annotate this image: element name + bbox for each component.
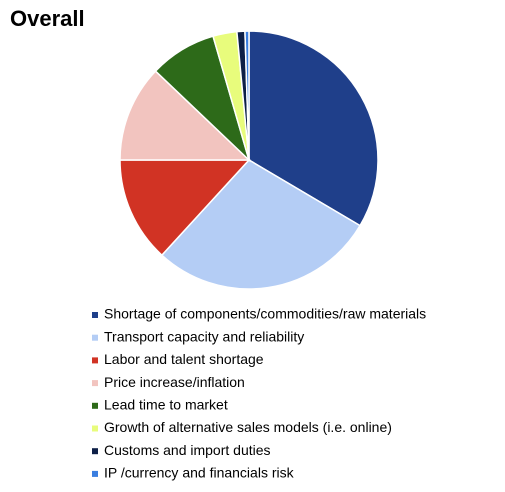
legend-label: IP /currency and financials risk: [104, 465, 295, 481]
pie-slice: [248, 30, 379, 227]
legend-marker: [92, 448, 98, 455]
pie-slice: [119, 70, 251, 161]
legend-marker: [92, 402, 98, 409]
legend-label: Transport capacity and reliability: [104, 328, 304, 344]
legend-label: Labor and talent shortage: [104, 351, 264, 367]
legend-label: Customs and import duties: [104, 442, 271, 458]
pie-slice: [244, 30, 250, 161]
legend-marker: [92, 312, 98, 318]
legend-marker: [92, 470, 98, 477]
legend-label: Growth of alternative sales models (i.e.…: [104, 419, 392, 435]
legend-label: Shortage of components/commodities/raw m…: [104, 306, 426, 322]
chart-title: Overall: [10, 6, 85, 31]
legend-marker: [92, 380, 98, 387]
legend-marker: [92, 334, 98, 341]
legend-label: Lead time to market: [104, 397, 228, 413]
legend-label: Price increase/inflation: [104, 374, 245, 390]
pie-slice: [160, 159, 362, 290]
pie-slice: [119, 159, 251, 257]
legend-marker: [92, 425, 98, 432]
legend-marker: [92, 357, 98, 364]
